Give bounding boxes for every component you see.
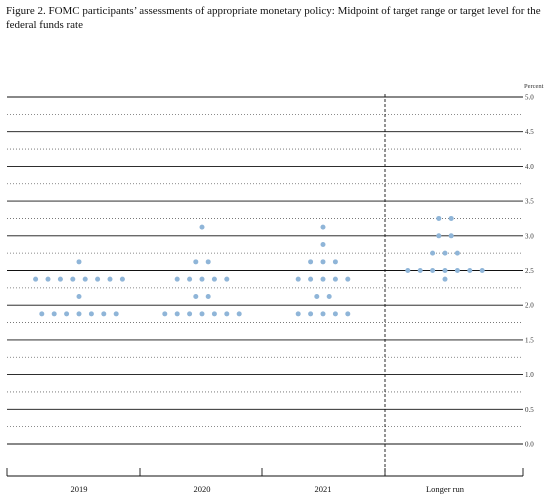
y-axis-ticks: 5.0 4.5 4.0 3.5 3.0 2.5 2.0 1.5 1.0 0.5 0.0 [525, 94, 534, 449]
y-tick-label: 0.5 [525, 406, 534, 414]
participant-dot [95, 276, 101, 282]
participant-dot [162, 311, 168, 317]
participant-dot [405, 268, 411, 273]
participant-dot [332, 259, 338, 265]
y-tick-label: 1.0 [525, 371, 534, 379]
participant-dot [205, 259, 211, 265]
participant-dot [119, 276, 125, 282]
y-tick-label: 2.5 [525, 267, 534, 275]
participant-dot [211, 276, 217, 282]
participant-dot [107, 276, 113, 282]
participant-dot [345, 311, 351, 317]
participant-dot [224, 276, 230, 282]
participant-dot [448, 215, 454, 221]
y-tick-label: 2.0 [525, 302, 534, 310]
x-category-label: 2021 [315, 484, 332, 494]
y-tick-label: 0.0 [525, 441, 534, 449]
participant-dot [332, 276, 338, 282]
participant-dot [417, 268, 423, 273]
participant-dot [199, 276, 205, 282]
participant-dot [224, 311, 230, 317]
chart-title: Figure 2. FOMC participants’ assessments… [6, 5, 541, 31]
x-category-label: 2020 [194, 484, 211, 494]
unit-label: Percent [524, 83, 544, 90]
participant-dot [236, 311, 242, 317]
y-tick-label: 4.0 [525, 163, 534, 171]
participant-dot [442, 268, 448, 273]
y-tick-label: 3.5 [525, 198, 534, 206]
grid-lines [7, 96, 523, 445]
participant-dot [174, 276, 180, 282]
participant-dot [187, 276, 193, 282]
x-category-label: 2019 [71, 484, 88, 494]
participant-dot [436, 215, 442, 221]
participant-dot [193, 259, 199, 265]
participant-dot [442, 250, 448, 256]
participant-dot [479, 268, 485, 273]
participant-dot [308, 311, 314, 317]
participant-dot [436, 233, 442, 239]
participant-dot [70, 276, 76, 282]
y-tick-label: 5.0 [525, 94, 534, 102]
participant-dot [51, 311, 57, 317]
participant-dot [295, 311, 301, 317]
participant-dot [345, 276, 351, 282]
dot-series [33, 215, 485, 317]
participant-dot [39, 311, 45, 317]
participant-dot [320, 259, 326, 265]
participant-dot [442, 276, 448, 282]
participant-dot [454, 268, 460, 273]
participant-dot [82, 276, 88, 282]
participant-dot [326, 294, 332, 300]
participant-dot [101, 311, 107, 317]
participant-dot [448, 233, 454, 239]
participant-dot [113, 311, 119, 317]
y-tick-label: 4.5 [525, 128, 534, 136]
y-tick-label: 1.5 [525, 336, 534, 344]
participant-dot [57, 276, 63, 282]
participant-dot [33, 276, 39, 282]
participant-dot [199, 224, 205, 230]
participant-dot [76, 311, 82, 317]
participant-dot [332, 311, 338, 317]
participant-dot [430, 268, 436, 273]
participant-dot [193, 294, 199, 300]
participant-dot [308, 259, 314, 265]
participant-dot [64, 311, 70, 317]
participant-dot [454, 250, 460, 256]
participant-dot [205, 294, 211, 300]
participant-dot [76, 259, 82, 265]
participant-dot [430, 250, 436, 256]
participant-dot [320, 276, 326, 282]
participant-dot [45, 276, 51, 282]
participant-dot [174, 311, 180, 317]
participant-dot [467, 268, 473, 273]
y-tick-label: 3.0 [525, 232, 534, 240]
participant-dot [88, 311, 94, 317]
participant-dot [320, 241, 326, 247]
participant-dot [295, 276, 301, 282]
participant-dot [199, 311, 205, 317]
participant-dot [314, 294, 320, 300]
participant-dot [308, 276, 314, 282]
participant-dot [211, 311, 217, 317]
participant-dot [320, 224, 326, 230]
x-axis: 2019 2020 2021 Longer run [6, 94, 524, 494]
participant-dot [320, 311, 326, 317]
x-category-label: Longer run [426, 484, 465, 494]
participant-dot [76, 294, 82, 300]
participant-dot [187, 311, 193, 317]
